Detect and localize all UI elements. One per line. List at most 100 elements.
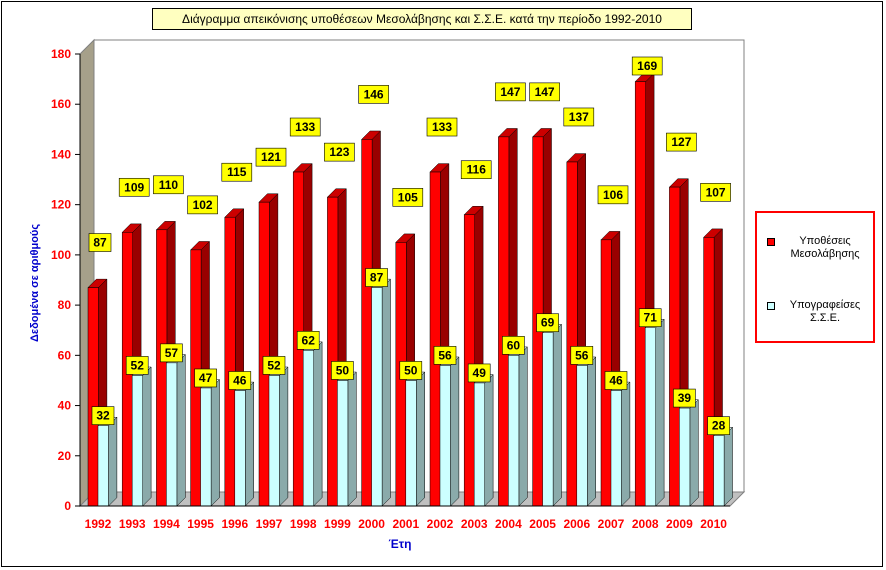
label-mediation-1994-box [153, 175, 184, 195]
bar-sse-1995 [199, 378, 221, 507]
label-sse-2001-box [399, 361, 423, 380]
bar-sse-2005 [541, 323, 563, 507]
label-sse-1994-box [160, 343, 183, 363]
label-sse-2010-box [707, 416, 730, 435]
bar-sse-2002 [439, 356, 460, 507]
bar-mediation-2002-front [429, 171, 441, 507]
bar-sse-2001 [405, 371, 426, 507]
bar-mediation-1996-front [224, 216, 236, 507]
bar-mediation-2000-front [361, 139, 373, 507]
label-sse-1998-text: 62 [302, 333, 316, 347]
label-mediation-2002: 133 [426, 117, 458, 137]
label-sse-1999-text: 50 [336, 363, 350, 377]
x-tick-label-2001: 2001 [392, 517, 419, 531]
label-mediation-2007-box [597, 185, 629, 205]
bar-sse-2004-side [518, 346, 528, 507]
label-sse-2000-text: 87 [370, 271, 384, 285]
label-mediation-2008-text: 169 [637, 59, 657, 73]
label-mediation-1993-text: 109 [124, 180, 144, 194]
bar-sse-2006 [576, 356, 597, 507]
label-mediation-1996-box [221, 162, 253, 182]
label-mediation-1998-box [289, 117, 321, 137]
label-mediation-1993: 109 [118, 177, 150, 197]
label-mediation-1992-text: 87 [93, 236, 107, 250]
label-sse-2007-text: 46 [609, 373, 623, 387]
label-sse-2002-text: 56 [438, 348, 452, 362]
bar-sse-2000 [370, 278, 392, 507]
bar-mediation-1992-front [87, 287, 99, 507]
label-mediation-2005: 147 [529, 82, 560, 102]
label-sse-2008: 71 [638, 308, 662, 328]
bar-sse-2010-side [723, 426, 733, 507]
y-axis-label: Δεδομένα σε αριθμούς [29, 223, 41, 343]
bar-sse-2009 [678, 399, 699, 507]
legend-item-mediation: Υποθέσεις Μεσολάβησης [767, 235, 871, 261]
bar-mediation-2008-front [634, 81, 646, 507]
label-mediation-2005-text: 147 [535, 85, 555, 99]
bar-sse-1997-side [279, 366, 289, 507]
label-mediation-2001: 105 [392, 188, 424, 207]
bar-sse-2010 [712, 426, 734, 507]
label-sse-2010: 28 [707, 416, 730, 435]
label-sse-2006-box [570, 346, 594, 365]
bar-sse-2009-front [679, 407, 691, 507]
label-sse-1994: 57 [160, 343, 183, 363]
bar-sse-2008-front [644, 327, 656, 507]
x-tick-label-2005: 2005 [529, 517, 556, 531]
x-tick-label-2003: 2003 [461, 517, 488, 531]
bar-mediation-2010-front [703, 237, 715, 507]
bar-sse-2003-front [473, 382, 485, 507]
data-labels: 87 32 109 52 110 57 102 47 115 46 121 52 133 62 123 50 1… [88, 56, 731, 435]
bar-sse-1993-side [142, 366, 152, 507]
label-sse-2002: 56 [433, 346, 457, 365]
bar-sse-1998-side [313, 341, 323, 507]
bar-sse-1994-front [166, 362, 178, 507]
bar-sse-2002-front [439, 365, 451, 507]
label-sse-2004: 60 [502, 336, 525, 355]
legend-label-sse: Υπογραφείσες Σ.Σ.Ε. [789, 299, 861, 324]
label-sse-1999-box [331, 361, 354, 380]
y-tick-label: 40 [58, 399, 72, 413]
label-mediation-1995-box [187, 195, 218, 215]
label-sse-2000: 87 [365, 268, 388, 287]
bar-sse-1996 [234, 381, 255, 507]
bar-sse-2009-side [689, 399, 699, 507]
x-tick-label-1992: 1992 [85, 517, 112, 531]
label-sse-2005-text: 69 [541, 316, 555, 330]
label-sse-1995-box [194, 368, 217, 388]
bar-sse-1999-front [337, 380, 349, 507]
label-mediation-2006: 137 [563, 107, 595, 127]
label-mediation-2005-box [529, 82, 560, 102]
label-sse-2008-text: 71 [644, 311, 658, 325]
bar-sse-2007-front [610, 390, 622, 507]
label-mediation-2000-text: 146 [364, 87, 384, 101]
label-mediation-2007: 106 [597, 185, 629, 205]
bar-sse-2008 [644, 318, 665, 507]
label-mediation-1996: 115 [221, 162, 253, 182]
label-sse-2005: 69 [536, 313, 559, 333]
bar-mediation-1997-front [258, 201, 270, 507]
label-mediation-1994: 110 [153, 175, 184, 195]
label-sse-2003-box [467, 363, 491, 383]
x-tick-label-2002: 2002 [427, 517, 454, 531]
legend-label-mediation: Υποθέσεις Μεσολάβησης [790, 235, 860, 260]
label-sse-2009-text: 39 [678, 391, 692, 405]
bar-sse-2003 [473, 373, 494, 507]
x-tick-label-1995: 1995 [187, 517, 214, 531]
label-mediation-2006-text: 137 [569, 110, 589, 124]
label-mediation-2001-text: 105 [398, 190, 418, 204]
bar-sse-2000-front [371, 287, 383, 507]
label-sse-2006-text: 56 [575, 348, 589, 362]
label-sse-2007: 46 [604, 371, 628, 390]
label-sse-1998: 62 [296, 331, 320, 350]
label-sse-1995-text: 47 [199, 371, 213, 385]
x-tick-label-1994: 1994 [153, 517, 180, 531]
legend-swatch-sse [767, 302, 775, 310]
label-mediation-2009-box [666, 132, 697, 152]
x-tick-label-2008: 2008 [632, 517, 659, 531]
y-tick-label: 160 [51, 97, 71, 111]
label-mediation-1999-box [324, 142, 355, 162]
bar-sse-1997-front [268, 375, 280, 507]
y-tick-label: 60 [58, 348, 72, 362]
label-mediation-1993-box [118, 177, 150, 197]
